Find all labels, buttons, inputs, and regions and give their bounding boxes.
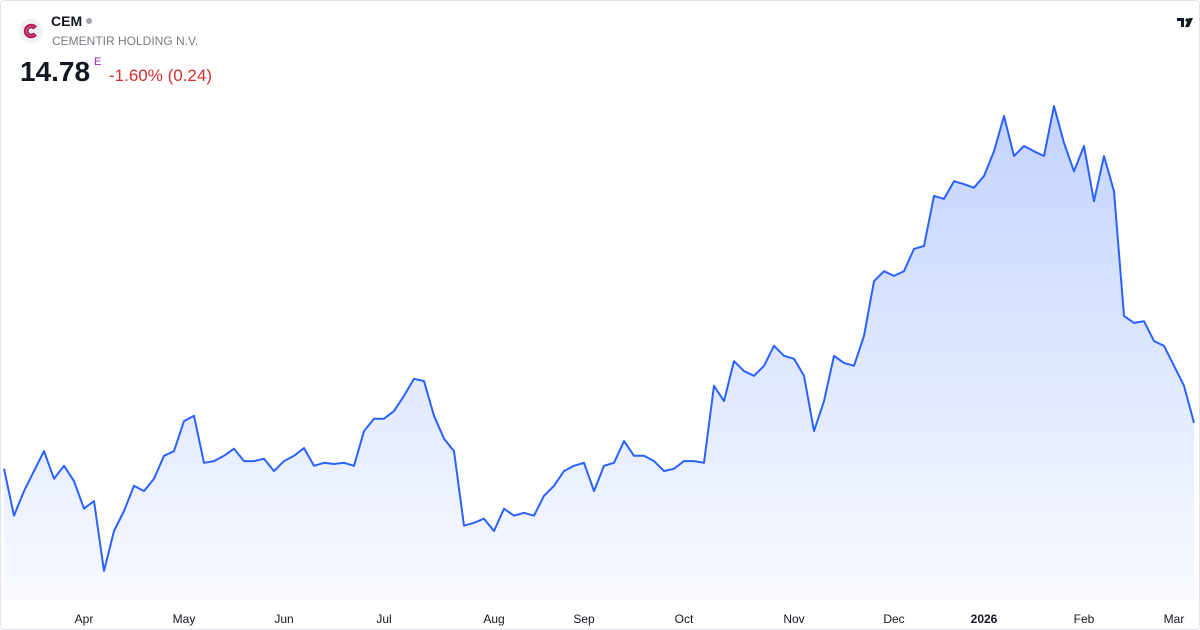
symbol-logo [19, 19, 43, 43]
x-tick-label: May [173, 612, 196, 626]
x-tick-label: Apr [75, 612, 94, 626]
status-dot [86, 18, 92, 24]
company-name: CEMENTIR HOLDING N.V. [52, 34, 199, 48]
x-tick-label: 2026 [971, 612, 998, 626]
x-tick-label: Feb [1074, 612, 1095, 626]
x-tick-label: Mar [1164, 612, 1185, 626]
price-flag: E [94, 56, 102, 68]
x-tick-label: Jul [376, 612, 391, 626]
x-tick-label: Sep [573, 612, 595, 626]
price-change: -1.60% (0.24) [109, 66, 212, 85]
last-price: 14.78 [20, 56, 91, 87]
symbol[interactable]: CEM [51, 13, 83, 29]
x-tick-label: Aug [483, 612, 504, 626]
price-line [3, 105, 1195, 572]
area-fill [4, 106, 1194, 601]
x-tick-label: Dec [883, 612, 904, 626]
x-tick-label: Oct [675, 612, 694, 626]
tradingview-logo[interactable] [1172, 9, 1198, 35]
x-tick-label: Jun [274, 612, 293, 626]
x-tick-label: Nov [783, 612, 804, 626]
